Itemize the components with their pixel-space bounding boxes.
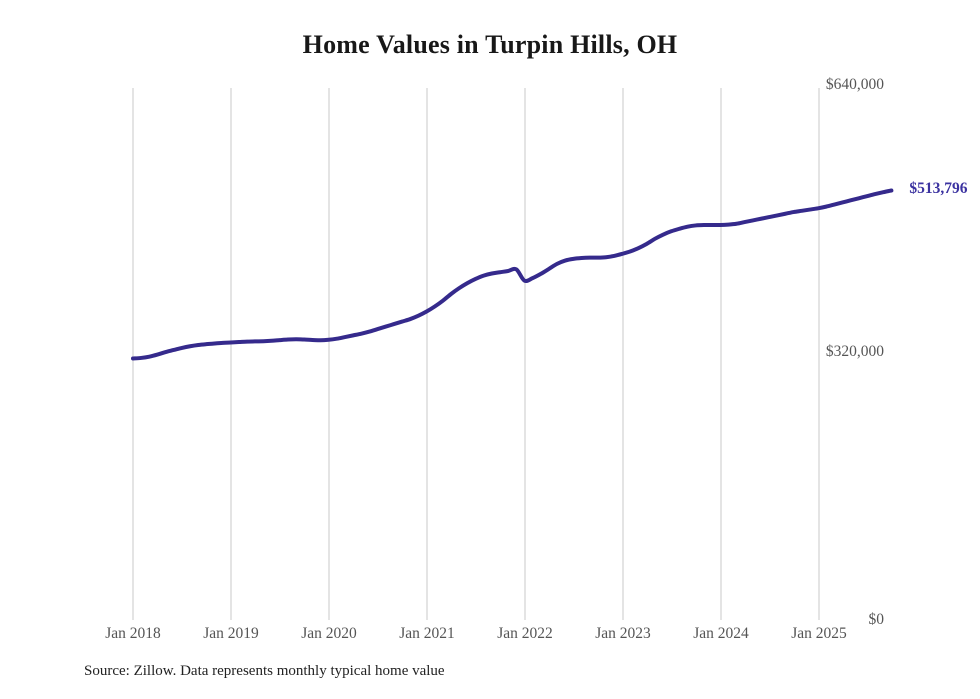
end-value-annotation: $513,796 bbox=[909, 180, 968, 198]
x-tick-label-6: Jan 2024 bbox=[693, 625, 749, 642]
x-tick-label-7: Jan 2025 bbox=[791, 625, 847, 642]
series-line-typical-home-value bbox=[131, 188, 894, 361]
series-group bbox=[131, 188, 894, 361]
x-tick-label-2: Jan 2020 bbox=[301, 625, 357, 642]
page-title: Home Values in Turpin Hills, OH bbox=[302, 30, 678, 59]
source-note: Source: Zillow. Data represents monthly … bbox=[84, 663, 445, 679]
y-tick-label-0: $640,000 bbox=[825, 76, 884, 93]
x-tick-label-1: Jan 2019 bbox=[203, 625, 259, 642]
x-tick-label-3: Jan 2021 bbox=[399, 625, 455, 642]
x-tick-label-0: Jan 2018 bbox=[105, 625, 161, 642]
x-tick-label-4: Jan 2022 bbox=[497, 625, 553, 642]
gridlines-group bbox=[132, 88, 820, 620]
y-tick-label-2: $0 bbox=[868, 611, 885, 628]
y-tick-label-1: $320,000 bbox=[825, 343, 884, 360]
x-tick-label-5: Jan 2023 bbox=[595, 625, 651, 642]
